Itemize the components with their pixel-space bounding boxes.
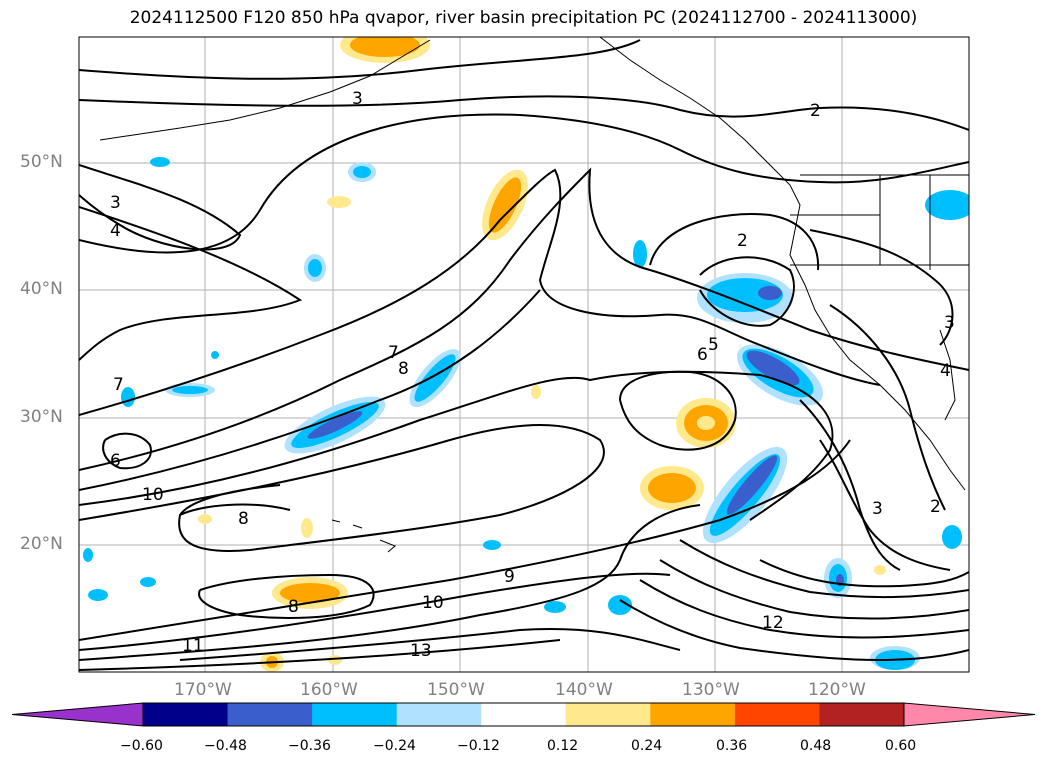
colorbar-tick-label: −0.48 bbox=[204, 738, 247, 754]
colorbar-segment bbox=[734, 703, 820, 726]
gridlines bbox=[79, 37, 969, 672]
contour-label: 12 bbox=[762, 613, 784, 633]
colorbar-extend-low bbox=[11, 702, 144, 727]
colorbar-segment bbox=[650, 703, 736, 726]
colorbar-segment bbox=[312, 703, 398, 726]
coastlines bbox=[99, 37, 969, 553]
contour-label: 6 bbox=[697, 345, 708, 365]
contour-label: 10 bbox=[422, 593, 444, 613]
contour-label: 2 bbox=[810, 101, 821, 121]
contour-label: 2 bbox=[737, 231, 748, 251]
contour-label: 9 bbox=[504, 567, 515, 587]
colorbar-tick-label: −0.36 bbox=[288, 738, 331, 754]
contour-label: 3 bbox=[110, 193, 121, 213]
contour-label: 13 bbox=[410, 641, 432, 661]
lon-label: 120°W bbox=[808, 680, 866, 700]
lat-label: 50°N bbox=[20, 152, 63, 172]
contour-label: 2 bbox=[930, 497, 941, 517]
colorbar-tick-label: −0.60 bbox=[120, 738, 163, 754]
contour-label: 7 bbox=[388, 343, 399, 363]
contour-label: 7 bbox=[113, 375, 124, 395]
colorbar-tick-label: 0.24 bbox=[631, 738, 663, 754]
colorbar-tick-label: 0.12 bbox=[547, 738, 579, 754]
colorbar-segment bbox=[227, 703, 313, 726]
contour-label: 6 bbox=[110, 451, 121, 471]
lon-label: 160°W bbox=[300, 680, 358, 700]
precip-anomaly-fills bbox=[83, 37, 969, 672]
contour-label: 4 bbox=[110, 221, 121, 241]
contour-label: 3 bbox=[872, 499, 883, 519]
contour-label: 8 bbox=[238, 509, 249, 529]
colorbar-frame bbox=[142, 702, 905, 727]
contour-label: 4 bbox=[940, 361, 951, 381]
figure-title: 2024112500 F120 850 hPa qvapor, river ba… bbox=[129, 8, 918, 28]
colorbar-extend-high bbox=[903, 702, 1036, 727]
colorbar bbox=[11, 702, 1036, 727]
colorbar-segment bbox=[819, 703, 905, 726]
contour-label: 3 bbox=[944, 313, 955, 333]
colorbar-segment bbox=[481, 703, 567, 726]
qvapor-contours bbox=[79, 39, 969, 671]
lat-label: 30°N bbox=[20, 407, 63, 427]
colorbar-tick-label: 0.48 bbox=[800, 738, 832, 754]
colorbar-tick-label: −0.12 bbox=[457, 738, 500, 754]
contour-label: 3 bbox=[352, 89, 363, 109]
colorbar-tick-label: −0.24 bbox=[373, 738, 416, 754]
contour-label: 10 bbox=[142, 485, 164, 505]
contour-label: 5 bbox=[708, 335, 719, 355]
colorbar-tick-label: 0.36 bbox=[716, 738, 748, 754]
contour-label: 11 bbox=[182, 636, 204, 656]
contour-label: 8 bbox=[288, 597, 299, 617]
lon-label: 140°W bbox=[555, 680, 613, 700]
colorbar-tick-label: 0.60 bbox=[885, 738, 917, 754]
colorbar-segment bbox=[565, 703, 651, 726]
lon-label: 150°W bbox=[427, 680, 485, 700]
lat-label: 40°N bbox=[20, 279, 63, 299]
contour-label: 8 bbox=[398, 359, 409, 379]
contour-label-group: 3 2 3 4 2 7 8 5 6 7 6 10 8 9 10 11 13 12… bbox=[110, 89, 955, 661]
lon-label: 130°W bbox=[682, 680, 740, 700]
colorbar-segment bbox=[396, 703, 482, 726]
lat-label: 20°N bbox=[20, 534, 63, 554]
lon-label: 170°W bbox=[174, 680, 232, 700]
colorbar-segment bbox=[143, 703, 229, 726]
map-frame bbox=[78, 36, 970, 673]
